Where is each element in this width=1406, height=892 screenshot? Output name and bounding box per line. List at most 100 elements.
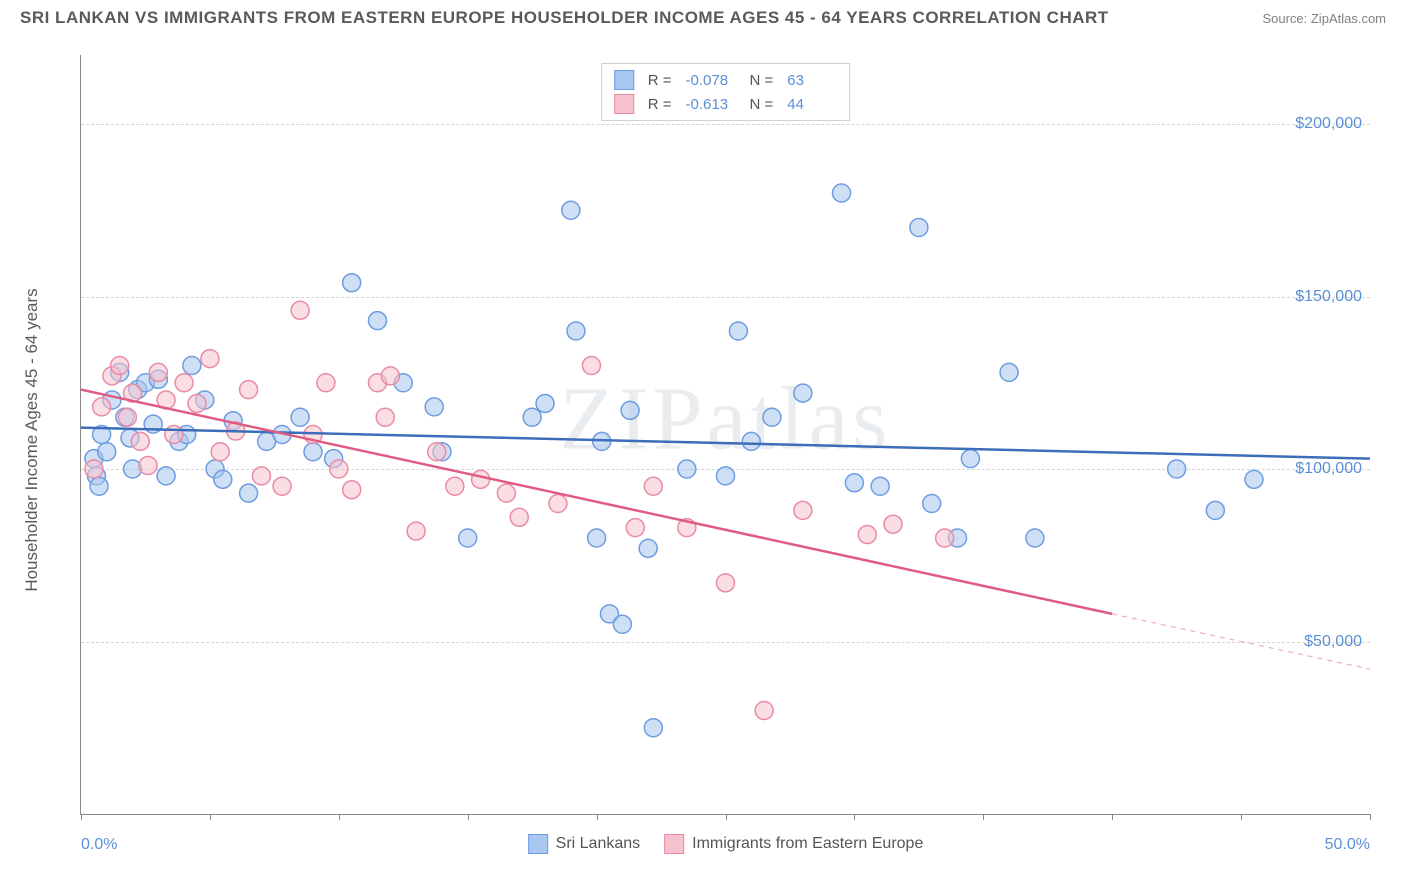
data-point xyxy=(729,322,747,340)
xtick xyxy=(1241,814,1242,820)
data-point xyxy=(368,312,386,330)
data-point xyxy=(304,443,322,461)
data-point xyxy=(833,184,851,202)
data-point xyxy=(1000,363,1018,381)
xtick xyxy=(1112,814,1113,820)
data-point xyxy=(111,357,129,375)
data-point xyxy=(330,460,348,478)
scatter-svg xyxy=(81,55,1370,814)
data-point xyxy=(644,719,662,737)
data-point xyxy=(678,460,696,478)
legend-correlation: R = -0.078 N = 63 R = -0.613 N = 44 xyxy=(601,63,851,121)
data-point xyxy=(211,443,229,461)
xtick xyxy=(597,814,598,820)
swatch-blue xyxy=(528,834,548,854)
x-axis-min-label: 0.0% xyxy=(81,836,117,854)
legend-row-2: R = -0.613 N = 44 xyxy=(614,92,838,116)
data-point xyxy=(93,398,111,416)
legend-label: Immigrants from Eastern Europe xyxy=(692,835,923,853)
n-label: N = xyxy=(750,72,774,89)
data-point xyxy=(317,374,335,392)
data-point xyxy=(536,394,554,412)
data-point xyxy=(582,357,600,375)
data-point xyxy=(523,408,541,426)
data-point xyxy=(763,408,781,426)
data-point xyxy=(497,484,515,502)
x-axis-max-label: 50.0% xyxy=(1325,836,1370,854)
data-point xyxy=(425,398,443,416)
data-point xyxy=(273,477,291,495)
data-point xyxy=(923,495,941,513)
chart-title: SRI LANKAN VS IMMIGRANTS FROM EASTERN EU… xyxy=(20,8,1109,28)
n-value: 44 xyxy=(787,96,837,113)
data-point xyxy=(621,401,639,419)
data-point xyxy=(188,394,206,412)
data-point xyxy=(1245,470,1263,488)
data-point xyxy=(157,467,175,485)
data-point xyxy=(510,508,528,526)
n-label: N = xyxy=(750,96,774,113)
data-point xyxy=(175,374,193,392)
data-point xyxy=(85,460,103,478)
data-point xyxy=(936,529,954,547)
source-label: Source: ZipAtlas.com xyxy=(1262,11,1386,26)
data-point xyxy=(291,408,309,426)
data-point xyxy=(717,467,735,485)
data-point xyxy=(567,322,585,340)
data-point xyxy=(549,495,567,513)
data-point xyxy=(588,529,606,547)
data-point xyxy=(794,384,812,402)
legend-label: Sri Lankans xyxy=(556,835,641,853)
swatch-blue xyxy=(614,70,634,90)
data-point xyxy=(742,432,760,450)
trend-line-extrapolated xyxy=(1112,614,1370,669)
chart-container: Householder Income Ages 45 - 64 years ZI… xyxy=(50,45,1380,835)
xtick xyxy=(339,814,340,820)
data-point xyxy=(1026,529,1044,547)
data-point xyxy=(214,470,232,488)
data-point xyxy=(240,381,258,399)
data-point xyxy=(407,522,425,540)
r-label: R = xyxy=(648,96,672,113)
data-point xyxy=(613,615,631,633)
data-point xyxy=(961,450,979,468)
xtick xyxy=(210,814,211,820)
y-axis-label: Householder Income Ages 45 - 64 years xyxy=(22,288,42,591)
data-point xyxy=(884,515,902,533)
legend-item-eastern-europe: Immigrants from Eastern Europe xyxy=(664,834,923,854)
data-point xyxy=(459,529,477,547)
data-point xyxy=(291,301,309,319)
data-point xyxy=(845,474,863,492)
data-point xyxy=(376,408,394,426)
data-point xyxy=(149,363,167,381)
r-value: -0.078 xyxy=(686,72,736,89)
data-point xyxy=(240,484,258,502)
data-point xyxy=(1168,460,1186,478)
data-point xyxy=(343,274,361,292)
data-point xyxy=(644,477,662,495)
data-point xyxy=(343,481,361,499)
data-point xyxy=(794,501,812,519)
xtick xyxy=(81,814,82,820)
legend-item-sri-lankans: Sri Lankans xyxy=(528,834,641,854)
data-point xyxy=(639,539,657,557)
swatch-pink xyxy=(614,94,634,114)
xtick xyxy=(726,814,727,820)
data-point xyxy=(131,432,149,450)
data-point xyxy=(201,350,219,368)
trend-line xyxy=(81,390,1112,614)
data-point xyxy=(1206,501,1224,519)
swatch-pink xyxy=(664,834,684,854)
data-point xyxy=(98,443,116,461)
r-label: R = xyxy=(648,72,672,89)
xtick xyxy=(854,814,855,820)
xtick xyxy=(468,814,469,820)
data-point xyxy=(118,408,136,426)
data-point xyxy=(755,702,773,720)
data-point xyxy=(717,574,735,592)
data-point xyxy=(446,477,464,495)
xtick xyxy=(983,814,984,820)
data-point xyxy=(428,443,446,461)
legend-row-1: R = -0.078 N = 63 xyxy=(614,68,838,92)
n-value: 63 xyxy=(787,72,837,89)
